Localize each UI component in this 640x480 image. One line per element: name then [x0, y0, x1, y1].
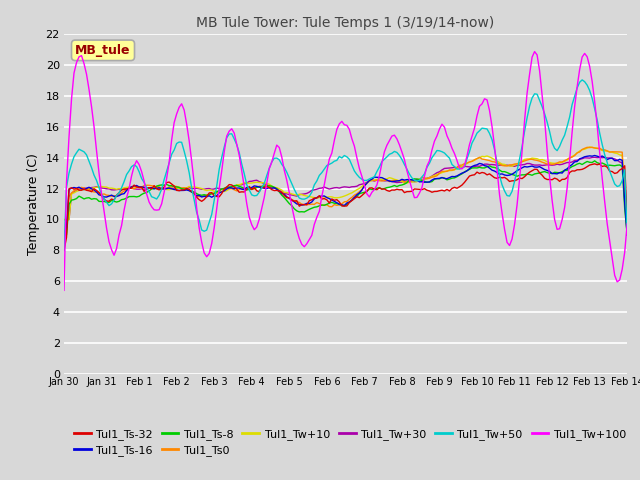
Legend: Tul1_Ts-32, Tul1_Ts-16, Tul1_Ts-8, Tul1_Ts0, Tul1_Tw+10, Tul1_Tw+30, Tul1_Tw+50,: Tul1_Ts-32, Tul1_Ts-16, Tul1_Ts-8, Tul1_… — [70, 424, 630, 460]
Title: MB Tule Tower: Tule Temps 1 (3/19/14-now): MB Tule Tower: Tule Temps 1 (3/19/14-now… — [196, 16, 495, 30]
Text: MB_tule: MB_tule — [76, 44, 131, 57]
Y-axis label: Temperature (C): Temperature (C) — [27, 153, 40, 255]
